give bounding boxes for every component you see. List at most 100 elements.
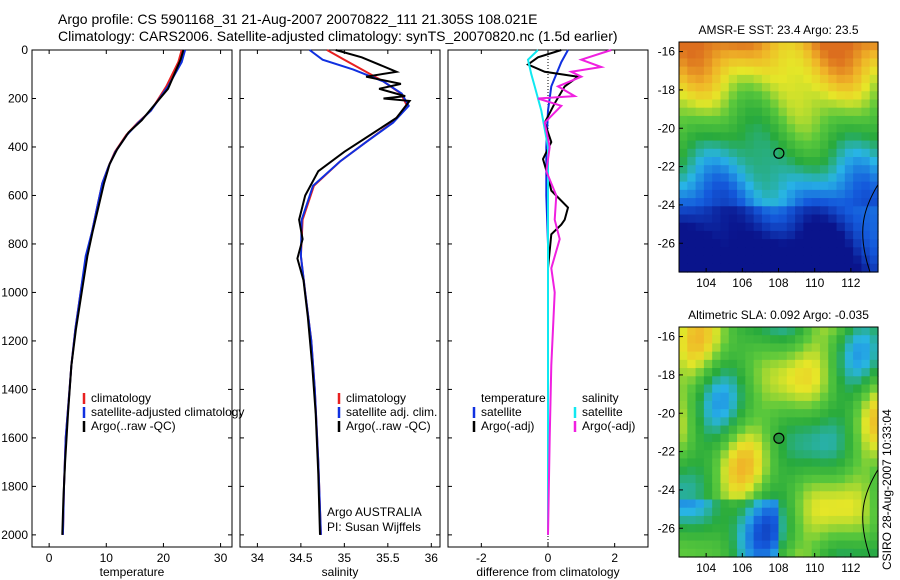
map-cell <box>761 417 771 427</box>
map-cell <box>869 263 879 273</box>
map-cell <box>828 255 838 265</box>
map-cell <box>836 392 846 402</box>
map-cell <box>679 409 688 418</box>
map-cell <box>795 417 804 427</box>
map-cell <box>811 327 821 336</box>
map-cell <box>803 515 813 525</box>
map-cell <box>778 376 788 386</box>
map-cell <box>869 499 879 509</box>
x-tick-label: 104 <box>696 561 716 575</box>
map-cell <box>861 524 871 533</box>
map-cell <box>745 483 755 492</box>
map-cell <box>703 157 713 166</box>
map-cell <box>703 392 713 402</box>
map-cell <box>720 499 730 509</box>
map-cell <box>737 417 746 427</box>
map-cell <box>712 409 722 418</box>
map-cell <box>861 540 871 550</box>
y-tick-label: 1800 <box>1 479 28 493</box>
map-cell <box>869 359 879 369</box>
map-cell <box>737 173 746 183</box>
map-cell <box>753 99 763 109</box>
map-cell <box>687 124 697 133</box>
map-cell <box>844 425 854 435</box>
map-cell <box>853 532 863 542</box>
map-cell <box>728 409 738 418</box>
map-cell <box>778 140 788 150</box>
map-cell <box>679 384 688 394</box>
x-tick-label: 112 <box>841 276 860 290</box>
map-cell <box>753 327 763 336</box>
map-cell <box>703 198 713 207</box>
map-cell <box>720 66 730 76</box>
map-cell <box>703 247 713 257</box>
map-cell <box>869 214 879 224</box>
map-cell <box>728 148 738 158</box>
map-cell <box>753 91 763 101</box>
map-cell <box>737 433 746 443</box>
map-cell <box>737 458 746 468</box>
map-cell <box>761 466 771 476</box>
y-tick-label: 1200 <box>1 334 28 348</box>
map-cell <box>778 327 788 336</box>
map-cell <box>737 198 746 207</box>
map-cell <box>778 351 788 361</box>
map-cell <box>687 115 697 125</box>
x-tick-label: 0 <box>46 551 53 565</box>
map-cell <box>803 507 813 517</box>
map-cell <box>795 58 804 68</box>
map-cell <box>728 327 738 336</box>
map-cell <box>836 132 846 142</box>
map-cell <box>828 327 838 336</box>
map-cell <box>695 392 705 402</box>
map-cell <box>737 157 746 166</box>
map-cell <box>753 474 763 484</box>
map-cell <box>720 335 730 345</box>
map-cell <box>679 91 688 101</box>
map-cell <box>695 524 705 533</box>
map-cell <box>836 425 846 435</box>
map-cell <box>811 524 821 533</box>
map-cell <box>811 540 821 550</box>
map-cell <box>828 99 838 109</box>
map-cell <box>687 524 697 533</box>
map-cell <box>836 66 846 76</box>
map-cell <box>778 409 788 418</box>
map-cell <box>778 483 788 492</box>
map-cell <box>828 230 838 240</box>
map-cell <box>828 173 838 183</box>
map-cell <box>828 198 838 207</box>
map-cell <box>695 50 705 60</box>
y-tick-label: -24 <box>658 198 676 212</box>
map-cell <box>803 548 813 558</box>
map-cell <box>795 66 804 76</box>
map-cell <box>786 343 796 353</box>
map-cell <box>778 400 788 410</box>
x-tick-label: 20 <box>157 551 171 565</box>
map-cell <box>853 351 863 361</box>
map-cell <box>720 376 730 386</box>
map-cell <box>745 189 755 199</box>
map-cell <box>728 42 738 51</box>
y-tick-label: -22 <box>658 445 676 459</box>
map-cell <box>786 507 796 517</box>
map-cell <box>811 198 821 207</box>
map-cell <box>811 222 821 232</box>
map-cell <box>836 524 846 533</box>
map-cell <box>687 335 697 345</box>
map-cell <box>869 409 879 418</box>
map-cell <box>703 442 713 451</box>
map-grid <box>679 42 879 273</box>
map-cell <box>712 433 722 443</box>
map-cell <box>811 206 821 216</box>
map-cell <box>695 425 705 435</box>
map-cell <box>836 165 846 175</box>
map-cell <box>803 83 813 92</box>
map-cell <box>778 91 788 101</box>
map-cell <box>778 214 788 224</box>
map-cell <box>745 263 755 273</box>
map-cell <box>853 392 863 402</box>
map-cell <box>720 198 730 207</box>
map-cell <box>778 474 788 484</box>
map-cell <box>728 206 738 216</box>
